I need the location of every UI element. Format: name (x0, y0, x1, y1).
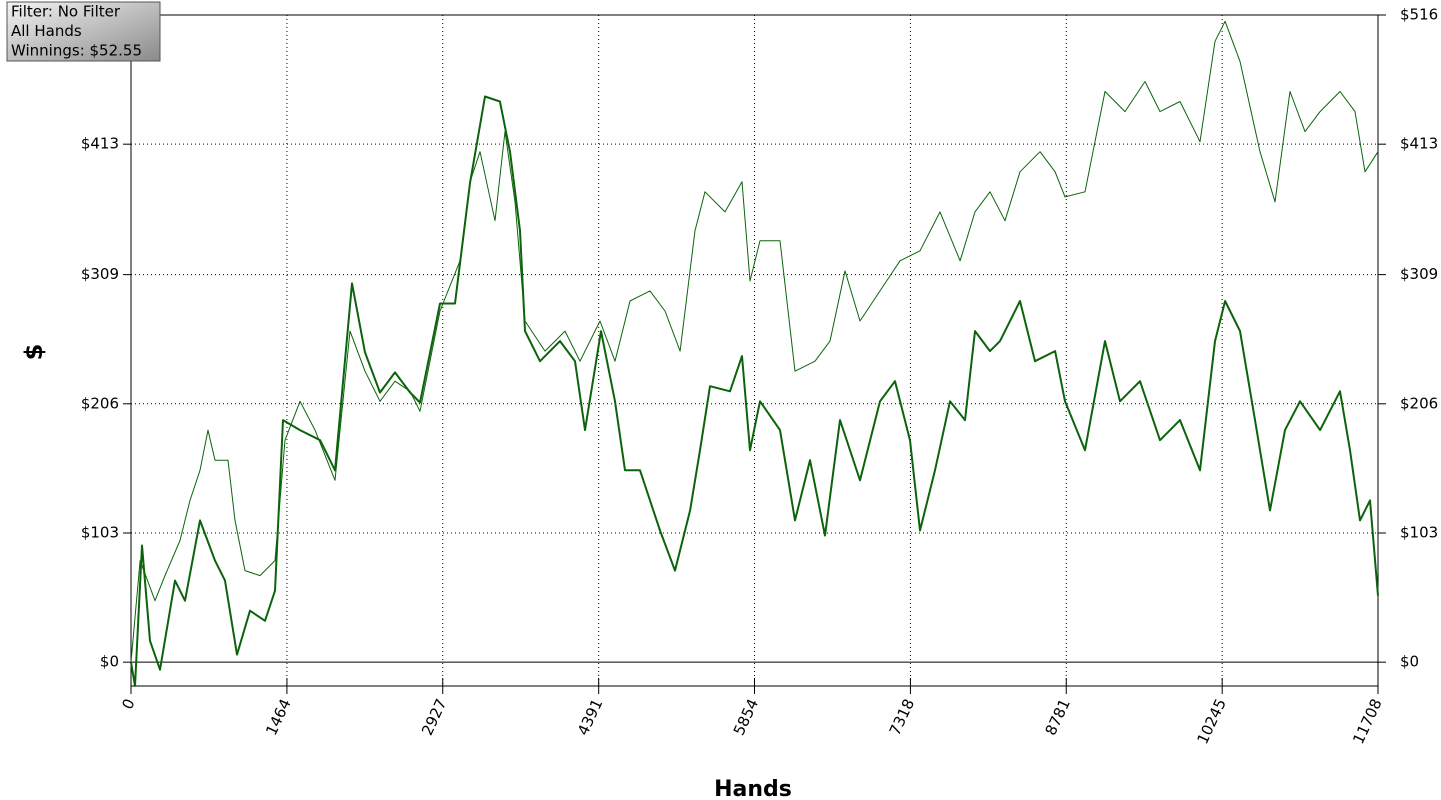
y2-tick-label: $413 (1400, 135, 1438, 153)
y-axis-label: $ (20, 344, 48, 361)
x-tick-label: 5854 (730, 696, 762, 738)
x-tick-label: 4391 (574, 696, 606, 738)
y-tick-label: $103 (81, 523, 119, 541)
x-tick-label: 2927 (418, 696, 450, 738)
info-text: Filter: No Filter (11, 3, 121, 21)
x-tick-label: 1464 (262, 696, 294, 738)
info-text: Winnings: $52.55 (11, 42, 142, 60)
y2-tick-label: $309 (1400, 265, 1438, 283)
series-line (130, 95, 1379, 687)
x-axis-label: Hands (714, 777, 792, 800)
series-line (130, 20, 1379, 663)
y-tick-label: $0 (100, 653, 119, 671)
y2-tick-label: $0 (1400, 653, 1419, 671)
y2-tick-label: $206 (1400, 394, 1438, 412)
info-box-bg (6, 1, 161, 62)
y2-tick-label: $516 (1400, 6, 1438, 24)
y-tick-label: $309 (81, 265, 119, 283)
y2-tick-label: $103 (1400, 523, 1438, 541)
y-tick-label: $206 (81, 394, 119, 412)
x-tick-label: 10245 (1193, 696, 1229, 747)
y-tick-label: $413 (81, 135, 119, 153)
x-tick-label: 0 (118, 696, 138, 712)
x-tick-label: 7318 (886, 696, 918, 738)
x-tick-label: 8781 (1042, 696, 1074, 738)
x-tick-label: 11708 (1349, 696, 1385, 747)
info-text: All Hands (11, 22, 82, 40)
